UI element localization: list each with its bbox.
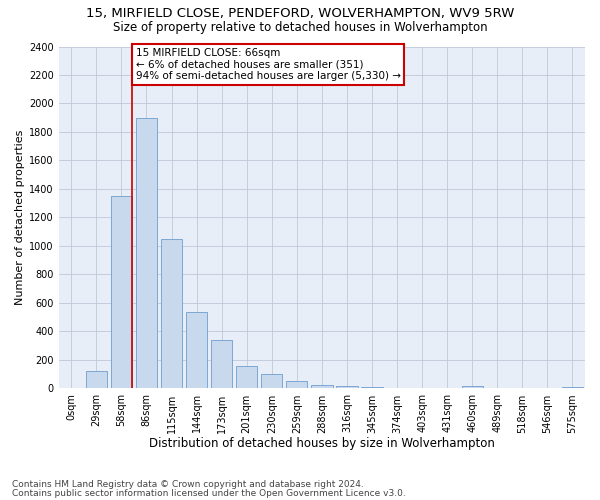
Bar bbox=[236, 366, 257, 388]
Bar bbox=[111, 196, 132, 388]
Bar bbox=[86, 372, 107, 388]
Y-axis label: Number of detached properties: Number of detached properties bbox=[15, 130, 25, 305]
Text: Size of property relative to detached houses in Wolverhampton: Size of property relative to detached ho… bbox=[113, 21, 487, 34]
Bar bbox=[186, 312, 207, 388]
Bar bbox=[161, 239, 182, 388]
Bar bbox=[261, 374, 283, 388]
Bar bbox=[562, 387, 583, 388]
Text: 15, MIRFIELD CLOSE, PENDEFORD, WOLVERHAMPTON, WV9 5RW: 15, MIRFIELD CLOSE, PENDEFORD, WOLVERHAM… bbox=[86, 8, 514, 20]
Bar bbox=[361, 387, 383, 388]
Bar bbox=[286, 380, 307, 388]
Bar bbox=[461, 386, 483, 388]
Bar bbox=[211, 340, 232, 388]
Text: 15 MIRFIELD CLOSE: 66sqm
← 6% of detached houses are smaller (351)
94% of semi-d: 15 MIRFIELD CLOSE: 66sqm ← 6% of detache… bbox=[136, 48, 401, 81]
X-axis label: Distribution of detached houses by size in Wolverhampton: Distribution of detached houses by size … bbox=[149, 437, 495, 450]
Text: Contains HM Land Registry data © Crown copyright and database right 2024.: Contains HM Land Registry data © Crown c… bbox=[12, 480, 364, 489]
Bar bbox=[136, 118, 157, 388]
Text: Contains public sector information licensed under the Open Government Licence v3: Contains public sector information licen… bbox=[12, 488, 406, 498]
Bar bbox=[336, 386, 358, 388]
Bar bbox=[311, 385, 332, 388]
